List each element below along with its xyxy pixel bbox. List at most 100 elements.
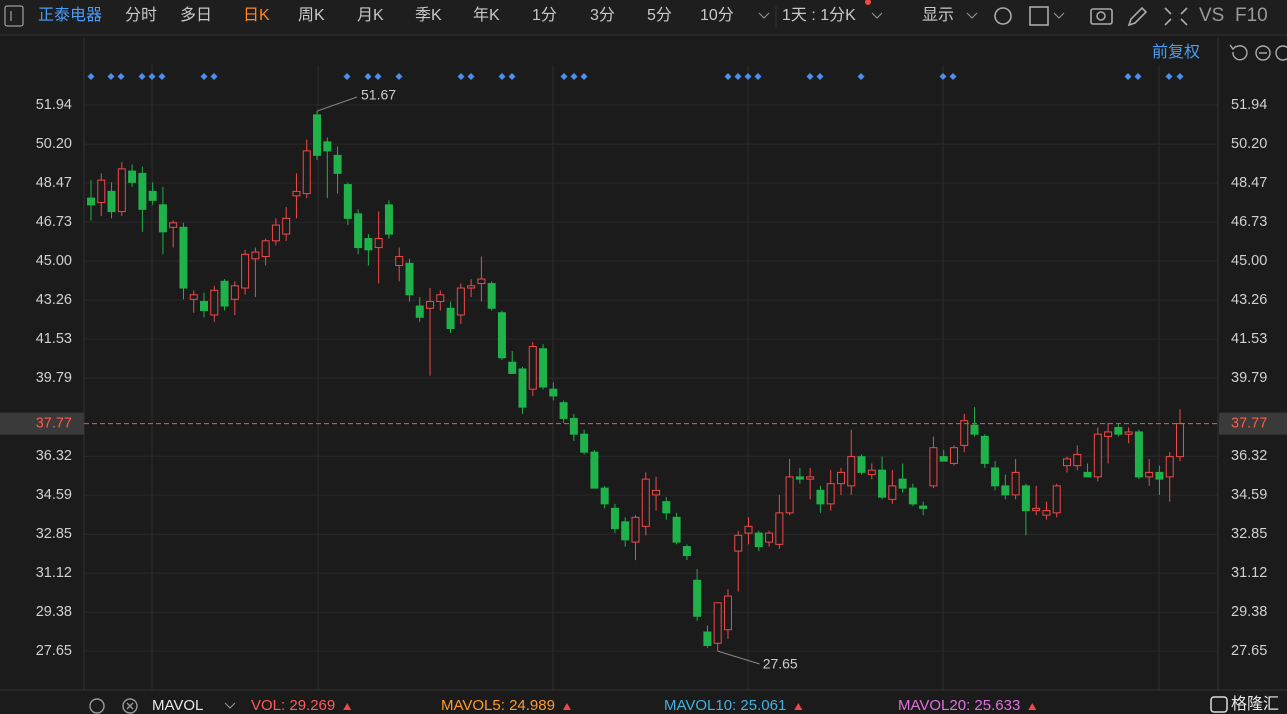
- y-tick-label: 36.32: [36, 448, 72, 464]
- zoom-in-icon[interactable]: [1275, 45, 1287, 61]
- indicator-values: VOL: 29.269 MAVOL5: 24.989 MAVOL10: 25.061…: [251, 697, 1037, 714]
- candle-body: [1062, 458, 1071, 467]
- event-marker[interactable]: [343, 73, 351, 80]
- candle-body: [497, 312, 506, 359]
- event-marker[interactable]: [158, 73, 166, 80]
- period-tab[interactable]: 日K: [243, 7, 270, 24]
- chevron: [966, 12, 978, 19]
- event-marker[interactable]: [939, 73, 947, 80]
- period-tab[interactable]: 月K: [357, 7, 384, 24]
- candle-body: [816, 489, 825, 505]
- y-tick-label: 32.85: [36, 526, 72, 542]
- y-tick-label-right: 43.26: [1231, 292, 1267, 308]
- indicator-settings-icon[interactable]: [89, 698, 105, 714]
- candle-body: [405, 262, 414, 296]
- f10-button[interactable]: F10: [1235, 5, 1268, 26]
- candle-body: [333, 154, 342, 174]
- event-marker[interactable]: [754, 73, 762, 80]
- indicator-name[interactable]: MAVOL: [152, 697, 203, 714]
- event-marker[interactable]: [210, 73, 218, 80]
- event-marker[interactable]: [508, 73, 516, 80]
- period-tab[interactable]: 多日: [180, 6, 212, 24]
- candle-body: [1083, 471, 1092, 478]
- event-marker[interactable]: [395, 73, 403, 80]
- candle-body: [282, 217, 291, 235]
- event-marker[interactable]: [580, 73, 588, 80]
- candle-body: [107, 190, 116, 213]
- checkbox-icon[interactable]: [1029, 6, 1049, 26]
- period-tab[interactable]: 分时: [125, 6, 157, 24]
- event-marker[interactable]: [560, 73, 568, 80]
- settings-icon[interactable]: [994, 7, 1012, 25]
- candle-body: [487, 283, 496, 309]
- indicator-value: VOL: 29.269: [251, 697, 335, 714]
- indicator-value: MAVOL10: 25.061: [664, 697, 786, 714]
- pen-icon[interactable]: [1127, 6, 1148, 27]
- event-marker[interactable]: [734, 73, 742, 80]
- event-marker[interactable]: [744, 73, 752, 80]
- event-marker[interactable]: [138, 73, 146, 80]
- candle-body: [138, 172, 147, 210]
- period-tab[interactable]: 10分: [700, 6, 734, 24]
- menu-icon[interactable]: [4, 5, 24, 27]
- period-tab[interactable]: 1分: [532, 6, 557, 24]
- candle-body: [1145, 471, 1154, 478]
- zoom-out-icon[interactable]: [1255, 45, 1271, 61]
- period-tab[interactable]: 5分: [647, 6, 672, 24]
- event-marker[interactable]: [87, 73, 95, 80]
- up-arrow: [562, 703, 571, 710]
- fullscreen-icon[interactable]: [1164, 7, 1188, 26]
- candle-body: [508, 361, 517, 374]
- indicator-close-icon[interactable]: [122, 698, 138, 714]
- period-tab[interactable]: 3分: [590, 6, 615, 24]
- event-marker[interactable]: [949, 73, 957, 80]
- event-marker[interactable]: [498, 73, 506, 80]
- period-tab[interactable]: 周K: [298, 7, 325, 24]
- event-marker[interactable]: [816, 73, 824, 80]
- period-tab[interactable]: 年K: [473, 6, 500, 24]
- event-marker[interactable]: [1124, 73, 1132, 80]
- event-marker[interactable]: [200, 73, 208, 80]
- period-select[interactable]: 1天 : 1分K: [782, 6, 856, 24]
- event-marker[interactable]: [806, 73, 814, 80]
- candle-body: [569, 417, 578, 435]
- period-tab[interactable]: 季K: [415, 6, 442, 24]
- y-tick-label: 27.65: [36, 643, 72, 659]
- candle-body: [436, 294, 445, 303]
- event-marker[interactable]: [1176, 73, 1184, 80]
- event-marker[interactable]: [457, 73, 465, 80]
- candle-body: [313, 114, 322, 156]
- event-marker[interactable]: [724, 73, 732, 80]
- candle-body: [1073, 453, 1082, 467]
- event-marker[interactable]: [374, 73, 382, 80]
- chevron: [758, 12, 770, 19]
- event-marker[interactable]: [570, 73, 578, 80]
- camera-icon[interactable]: [1090, 8, 1113, 25]
- event-marker[interactable]: [1134, 73, 1142, 80]
- up-arrow: [343, 703, 352, 710]
- y-tick-label-right: 45.00: [1231, 253, 1267, 269]
- up-arrow: [794, 703, 803, 710]
- event-marker[interactable]: [857, 73, 865, 80]
- candle-body: [1001, 485, 1010, 496]
- vs-button[interactable]: VS: [1199, 5, 1224, 26]
- candle-body: [785, 476, 794, 514]
- stock-name[interactable]: 正泰电器: [38, 6, 102, 24]
- event-marker[interactable]: [148, 73, 156, 80]
- event-marker[interactable]: [364, 73, 372, 80]
- candle-body: [919, 505, 928, 509]
- adjust-button[interactable]: 前复权: [1152, 43, 1200, 61]
- reset-icon[interactable]: [1229, 44, 1248, 61]
- candle-body: [446, 307, 455, 329]
- candle-body: [302, 150, 311, 195]
- event-marker[interactable]: [1165, 73, 1173, 80]
- y-tick-label: 39.79: [36, 370, 72, 386]
- y-tick-label: 45.00: [36, 253, 72, 269]
- display-button[interactable]: 显示: [922, 7, 954, 24]
- event-marker[interactable]: [107, 73, 115, 80]
- event-marker[interactable]: [467, 73, 475, 80]
- y-tick-label: 29.38: [36, 604, 72, 620]
- candle-body: [323, 141, 332, 152]
- event-marker[interactable]: [117, 73, 125, 80]
